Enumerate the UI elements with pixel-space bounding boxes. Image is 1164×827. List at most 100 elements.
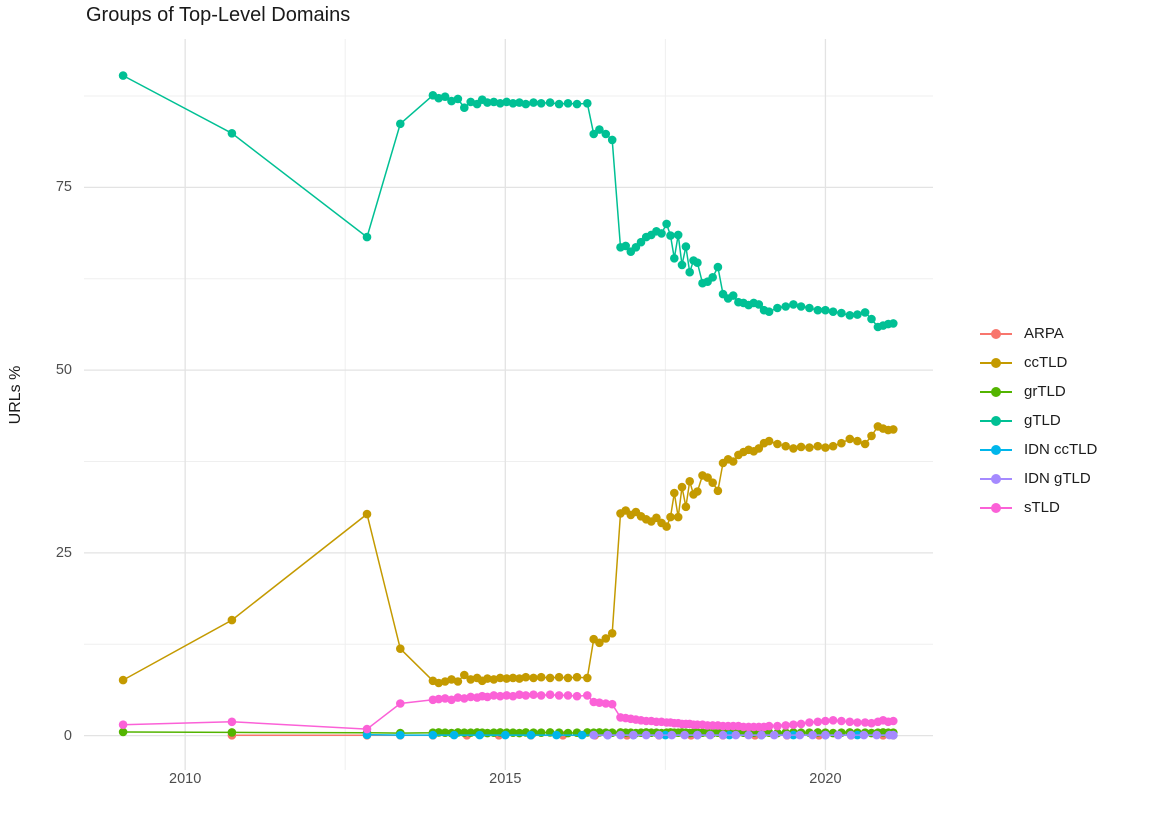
legend-item-IDN-ccTLD: IDN ccTLD — [980, 435, 1097, 464]
data-point — [845, 434, 855, 444]
data-point — [859, 730, 869, 740]
data-point — [813, 441, 823, 451]
data-point — [641, 730, 651, 740]
data-point — [508, 99, 518, 108]
x-tick-label: 2010 — [169, 771, 202, 787]
data-point — [845, 717, 855, 727]
data-point — [428, 730, 438, 740]
data-point — [118, 71, 128, 80]
data-point — [227, 717, 237, 727]
data-point — [666, 231, 675, 240]
legend-key-icon — [980, 413, 1012, 429]
data-point — [680, 730, 689, 740]
data-point — [821, 305, 830, 315]
data-point — [713, 262, 723, 272]
data-point — [483, 674, 492, 683]
data-point — [805, 718, 814, 727]
data-point — [789, 444, 798, 453]
data-point — [796, 302, 806, 311]
data-point — [853, 436, 862, 446]
data-point — [773, 439, 782, 449]
data-point — [889, 319, 898, 328]
data-point — [563, 728, 573, 738]
legend-key-icon — [980, 500, 1012, 516]
data-point — [453, 94, 463, 104]
legend-item-ccTLD: ccTLD — [980, 348, 1097, 377]
data-point — [545, 673, 555, 683]
data-point — [577, 730, 587, 740]
data-point — [118, 727, 128, 737]
data-point — [673, 512, 683, 522]
data-point — [440, 694, 450, 703]
data-point — [681, 242, 691, 251]
data-point — [782, 730, 792, 740]
data-point — [589, 730, 598, 740]
data-point — [583, 99, 592, 108]
x-tick-label: 2020 — [809, 771, 842, 787]
series-IDN-gTLD — [589, 730, 898, 740]
y-tick-label: 75 — [55, 179, 72, 196]
data-point — [828, 307, 838, 317]
data-point — [601, 634, 611, 643]
legend-key-icon — [980, 326, 1012, 342]
data-point — [654, 730, 664, 740]
data-point — [685, 477, 694, 486]
data-point — [872, 730, 881, 740]
plot-title: Groups of Top-Level Domains — [86, 4, 351, 26]
data-point — [837, 308, 846, 318]
data-point — [853, 718, 862, 727]
data-point — [616, 730, 625, 740]
data-point — [681, 502, 691, 512]
data-point — [670, 253, 679, 263]
data-point — [773, 721, 782, 731]
data-point — [657, 229, 666, 238]
data-point — [362, 232, 372, 242]
legend-label: IDN gTLD — [1024, 470, 1091, 487]
data-point — [489, 691, 499, 700]
data-point — [502, 691, 511, 700]
data-point — [728, 457, 738, 466]
data-point — [545, 98, 555, 107]
data-point — [670, 488, 679, 498]
y-tick-label: 50 — [55, 362, 72, 379]
data-point — [764, 307, 774, 317]
legend-item-sTLD: sTLD — [980, 493, 1097, 522]
data-point — [583, 691, 592, 700]
data-point — [526, 730, 536, 740]
legend-label: gTLD — [1024, 412, 1061, 429]
data-point — [754, 300, 764, 309]
legend-item-grTLD: grTLD — [980, 377, 1097, 406]
legend-label: IDN ccTLD — [1024, 441, 1098, 458]
data-point — [845, 311, 855, 320]
data-point — [889, 730, 898, 740]
data-point — [466, 692, 476, 702]
data-point — [440, 92, 450, 101]
data-point — [521, 672, 531, 682]
data-point — [396, 699, 405, 708]
legend-dot-icon — [991, 444, 1001, 455]
data-point — [773, 303, 782, 313]
data-point — [227, 728, 237, 737]
data-point — [796, 442, 806, 452]
data-point — [860, 718, 870, 727]
data-point — [572, 99, 582, 109]
data-point — [662, 219, 671, 229]
data-point — [728, 291, 738, 300]
legend: ARPA ccTLD grTLD gTLD IDN ccTLD IDN gTLD sTLD — [980, 319, 1097, 522]
data-point — [572, 672, 582, 682]
data-point — [833, 730, 843, 740]
data-point — [595, 638, 604, 648]
legend-dot-icon — [991, 502, 1001, 513]
data-point — [362, 724, 372, 734]
data-point — [595, 698, 604, 707]
data-point — [708, 478, 717, 488]
data-point — [685, 267, 694, 277]
data-point — [828, 441, 838, 451]
data-point — [731, 730, 741, 740]
data-point — [867, 718, 876, 728]
legend-label: ccTLD — [1024, 354, 1068, 371]
data-point — [475, 730, 485, 740]
data-point — [118, 675, 128, 685]
data-point — [889, 716, 898, 726]
